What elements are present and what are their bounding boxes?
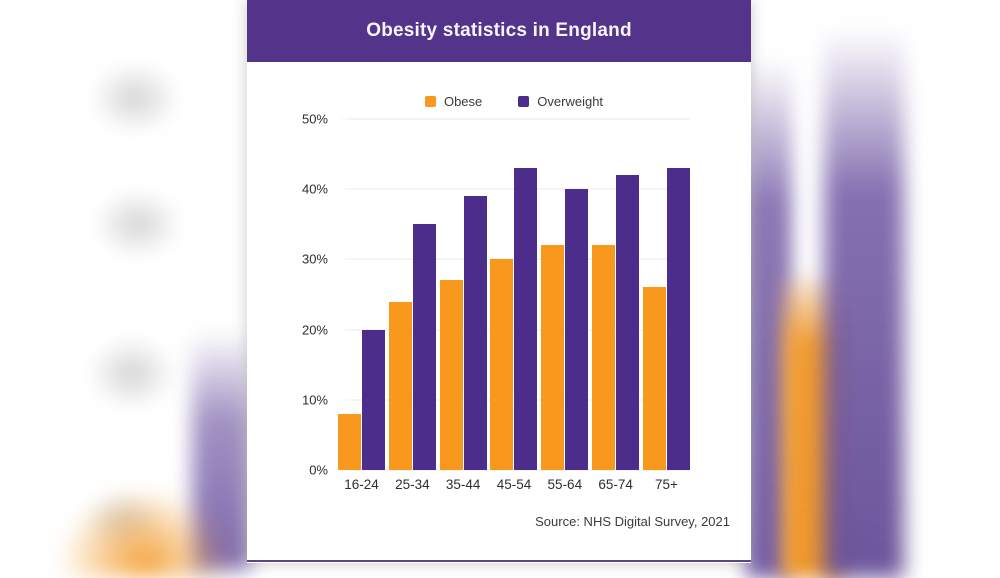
legend-swatch-obese-icon — [424, 95, 436, 107]
bar-obese-35-44 — [439, 280, 463, 470]
bg-blurred-label-blob-3 — [70, 322, 194, 424]
y-tick-10-: 10% — [301, 392, 328, 408]
bar-group-35-44 — [439, 119, 487, 470]
legend-label-obese: Obese — [443, 93, 483, 109]
y-tick-50-: 50% — [301, 111, 328, 127]
x-label-65-74: 65-74 — [598, 477, 633, 492]
x-label-45-54: 45-54 — [496, 477, 532, 492]
bar-group-75- — [642, 119, 690, 470]
bar-overweight-16-24 — [362, 329, 385, 470]
bar-obese-75- — [642, 287, 666, 470]
chart-legend: Obese Overweight — [338, 91, 690, 111]
x-label-75-: 75+ — [655, 477, 678, 492]
card-header: Obesity statistics in England — [247, 0, 751, 62]
y-tick-40-: 40% — [301, 181, 328, 197]
chart-card: Obesity statistics in England Obese Overw… — [247, 0, 751, 563]
gridline-0- — [338, 469, 690, 471]
x-label-35-44: 35-44 — [445, 477, 481, 492]
bg-blurred-orange-bar-left — [62, 492, 227, 577]
bar-obese-25-34 — [388, 301, 412, 470]
blurred-background — [62, 28, 904, 578]
bar-overweight-45-54 — [514, 168, 538, 470]
bar-obese-16-24 — [338, 413, 361, 470]
x-label-55-64: 55-64 — [547, 477, 583, 492]
bar-group-55-64 — [541, 119, 589, 470]
bar-group-65-74 — [592, 119, 640, 470]
gridline-10- — [338, 399, 690, 401]
bar-obese-45-54 — [490, 259, 514, 470]
bar-overweight-75- — [666, 168, 690, 470]
bar-obese-65-74 — [592, 245, 616, 470]
bg-blurred-label-blob-2 — [76, 176, 200, 272]
bar-overweight-25-34 — [412, 224, 436, 470]
page: Obesity statistics in England Obese Overw… — [62, 0, 904, 578]
legend-item-obese: Obese — [424, 93, 483, 109]
gridline-50- — [338, 118, 690, 120]
x-label-25-34: 25-34 — [395, 477, 430, 492]
gridline-40- — [338, 188, 690, 190]
source-caption: Source: NHS Digital Survey, 2021 — [535, 514, 730, 529]
chart-title: Obesity statistics in England — [366, 20, 632, 41]
bar-overweight-35-44 — [463, 196, 487, 470]
bar-group-25-34 — [388, 119, 436, 470]
bar-group-16-24 — [338, 119, 385, 470]
bar-group-45-54 — [490, 119, 538, 470]
y-tick-20-: 20% — [301, 322, 328, 338]
bar-overweight-65-74 — [616, 175, 640, 470]
bar-obese-55-64 — [541, 245, 565, 470]
gridline-30- — [338, 258, 690, 260]
bar-series — [338, 119, 690, 470]
bottom-accent-line — [247, 559, 751, 562]
legend-item-overweight: Overweight — [518, 94, 603, 109]
gridline-20- — [338, 329, 690, 331]
y-tick-0-: 0% — [309, 462, 328, 478]
bar-overweight-55-64 — [565, 189, 589, 470]
y-tick-30-: 30% — [301, 251, 328, 267]
x-axis-labels: 16-24 25-34 35-44 45-54 55-64 65-74 75+ — [338, 477, 690, 492]
legend-swatch-overweight-icon — [518, 95, 530, 107]
bg-blurred-purple-bar-right-2 — [824, 28, 904, 578]
plot-area: 0% 10% 20% 30% 40% 50% — [302, 113, 690, 477]
x-label-16-24: 16-24 — [344, 477, 379, 492]
legend-label-overweight: Overweight — [537, 93, 604, 109]
bg-blurred-label-blob-1 — [72, 48, 198, 148]
